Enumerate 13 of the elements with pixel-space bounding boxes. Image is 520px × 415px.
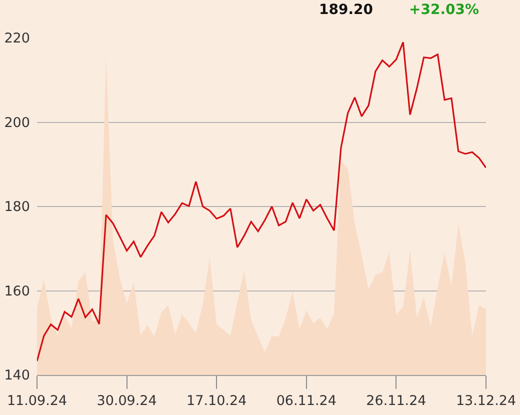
x-tick-label: 26.11.24 — [366, 393, 426, 410]
y-tick-label: 180 — [4, 199, 30, 216]
y-tick-label: 140 — [4, 368, 30, 384]
x-tick-label: 13.12.24 — [456, 393, 516, 410]
y-tick-label: 200 — [4, 114, 30, 131]
x-tick-label: 17.10.24 — [186, 393, 247, 410]
y-tick-label: 160 — [4, 283, 30, 300]
x-tick-label: 30.09.24 — [96, 393, 157, 410]
text: +32.03% — [409, 2, 480, 18]
x-tick-label: 06.11.24 — [276, 393, 336, 410]
y-tick-label: 220 — [4, 30, 30, 47]
x-tick-label: 11.09.24 — [6, 393, 68, 410]
text: 189.20 — [319, 2, 374, 18]
